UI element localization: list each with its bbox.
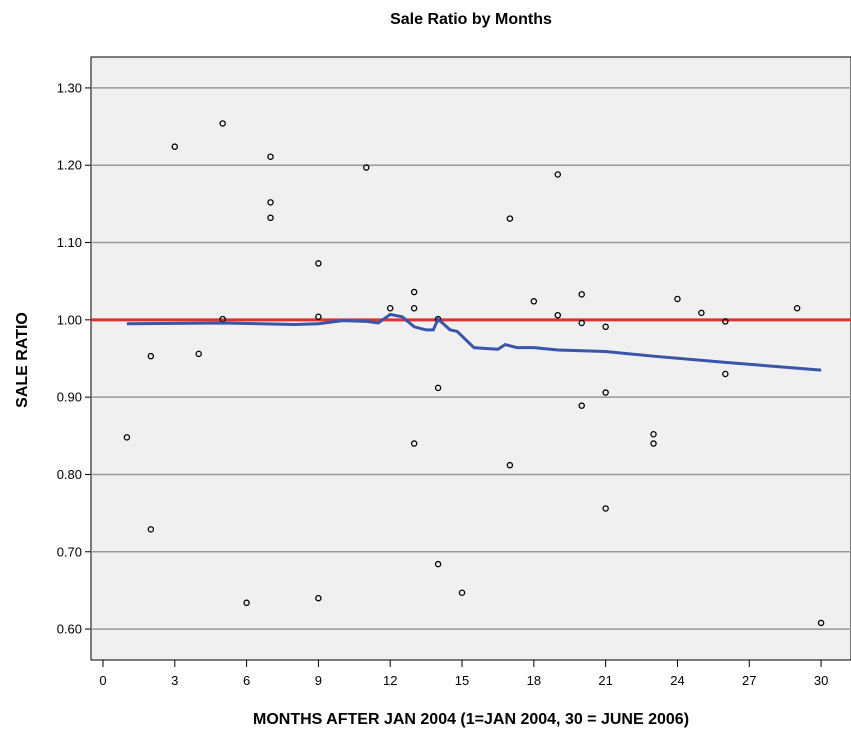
y-tick-label: 1.30	[57, 80, 82, 95]
x-axis-title: MONTHS AFTER JAN 2004 (1=JAN 2004, 30 = …	[253, 711, 689, 728]
point	[578, 319, 585, 327]
y-tick-label: 1.10	[57, 235, 82, 250]
y-tick-label: 0.90	[57, 390, 82, 405]
x-tick-label: 30	[814, 673, 828, 688]
point	[315, 260, 322, 267]
x-tick-label: 12	[383, 673, 397, 688]
point	[123, 434, 131, 441]
point	[530, 298, 538, 305]
point	[195, 350, 202, 358]
x-tick-label: 21	[598, 673, 612, 688]
point	[267, 153, 274, 160]
x-tick-label: 0	[99, 673, 106, 688]
point	[410, 440, 418, 447]
y-tick-label: 1.00	[57, 312, 82, 327]
point	[602, 323, 609, 331]
point	[458, 589, 466, 596]
point	[674, 295, 681, 303]
x-tick-label: 15	[455, 673, 469, 688]
point	[171, 143, 179, 150]
point	[315, 313, 322, 321]
point	[602, 389, 609, 396]
point	[506, 215, 514, 222]
point	[817, 619, 825, 627]
point	[219, 120, 226, 127]
y-tick-label: 0.70	[57, 544, 82, 559]
y-tick-label: 1.20	[57, 158, 82, 173]
point	[650, 440, 657, 447]
x-tick-label: 9	[315, 673, 322, 688]
y-tick-label: 0.60	[57, 622, 82, 637]
point	[554, 311, 562, 319]
y-axis-title: SALE RATIO	[14, 312, 31, 408]
point	[506, 461, 514, 469]
y-tick-label: 0.80	[57, 467, 82, 482]
point	[267, 199, 274, 206]
chart-title: Sale Ratio by Months	[390, 11, 552, 28]
x-tick-label: 27	[742, 673, 756, 688]
point	[602, 505, 609, 512]
fit-line	[126, 312, 822, 372]
point	[363, 164, 370, 171]
point	[410, 288, 418, 296]
point	[722, 370, 729, 378]
point	[147, 526, 155, 533]
plot-area	[90, 56, 851, 661]
point	[243, 599, 250, 607]
point	[578, 291, 585, 298]
point	[386, 304, 394, 312]
x-tick-label: 24	[670, 673, 684, 688]
x-tick-label: 18	[527, 673, 541, 688]
point	[793, 304, 801, 312]
point	[434, 560, 442, 568]
point	[578, 402, 585, 409]
point	[410, 304, 418, 312]
point	[554, 171, 562, 178]
point	[147, 352, 155, 360]
point	[267, 214, 274, 222]
point	[434, 384, 442, 392]
point	[650, 431, 657, 438]
point	[698, 309, 705, 317]
x-tick-label: 6	[243, 673, 250, 688]
point	[315, 594, 322, 602]
x-tick-label: 3	[171, 673, 178, 688]
point	[722, 318, 729, 325]
